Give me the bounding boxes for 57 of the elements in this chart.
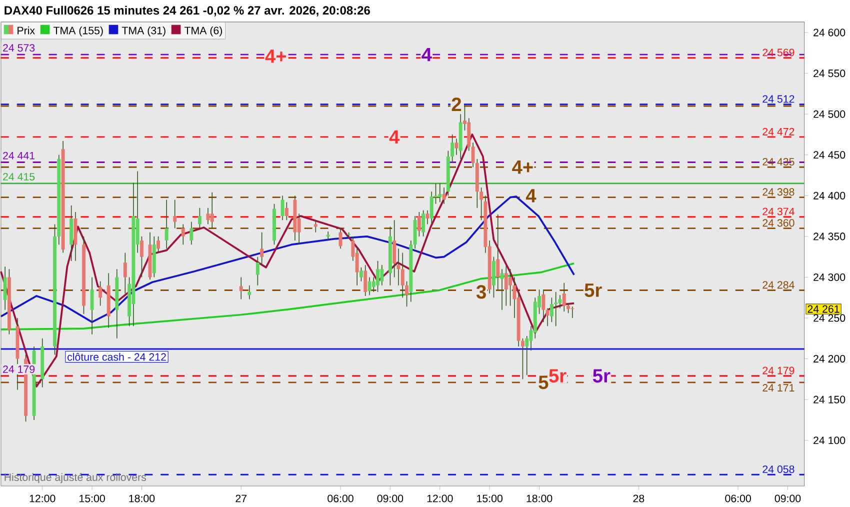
annotation: 5r bbox=[584, 284, 602, 298]
y-tick-label: 24 400 bbox=[814, 192, 846, 200]
x-tick-label: 06:00 bbox=[328, 494, 354, 502]
ref-line-label: 24 058 bbox=[762, 466, 794, 474]
y-tick-label: 24 200 bbox=[814, 355, 846, 363]
ref-line-label: 24 179 bbox=[3, 366, 35, 374]
y-tick-label: 24 350 bbox=[814, 232, 846, 240]
legend-label: TMA (31) bbox=[122, 26, 166, 37]
annotation: 4 bbox=[526, 189, 536, 202]
ref-line-label: 24 573 bbox=[3, 44, 35, 52]
y-tick-label: 24 300 bbox=[814, 274, 846, 282]
x-tick-label: 18:00 bbox=[526, 494, 552, 502]
x-tick-label: 27 bbox=[236, 494, 246, 502]
annotation: 4+ bbox=[265, 50, 286, 63]
annotation: Historique ajusté aux rollovers bbox=[4, 473, 146, 484]
x-tick-label: 06:00 bbox=[725, 494, 751, 502]
annotation: 5r bbox=[549, 369, 566, 383]
ref-line-label: 24 284 bbox=[762, 281, 794, 289]
annotation: 4+ bbox=[512, 160, 533, 174]
y-tick-label: 24 500 bbox=[814, 110, 846, 118]
ref-line-label: clôture cash - 24 212 bbox=[68, 353, 166, 361]
text: 24 261 bbox=[808, 305, 840, 313]
x-tick-label: 28 bbox=[633, 494, 644, 502]
y-tick-label: 24 550 bbox=[814, 70, 846, 78]
ref-line-label: 24 179 bbox=[762, 366, 794, 374]
annotation: 5 bbox=[538, 376, 548, 390]
annotation: 3 bbox=[476, 285, 486, 299]
ref-line-label: 24 171 bbox=[762, 384, 794, 392]
x-tick-label: 18:00 bbox=[129, 494, 155, 502]
x-tick-label: 12:00 bbox=[30, 494, 56, 502]
x-tick-label: 15:00 bbox=[80, 494, 105, 502]
annotation: 4 bbox=[422, 48, 432, 62]
ref-line-label: 24 374 bbox=[762, 208, 794, 216]
ref-line-label: 24 441 bbox=[3, 152, 35, 160]
annotation: 4 bbox=[389, 130, 400, 144]
x-tick-label: 15:00 bbox=[477, 494, 502, 502]
y-tick-label: 24 150 bbox=[814, 396, 846, 404]
x-tick-label: 09:00 bbox=[377, 494, 404, 502]
ref-line-label: 24 512 bbox=[762, 95, 794, 103]
legend-label: TMA (155) bbox=[53, 26, 103, 37]
legend-label: Prix bbox=[18, 26, 35, 34]
y-tick-label: 24 100 bbox=[814, 436, 846, 444]
ref-line-label: 24 398 bbox=[762, 188, 794, 196]
x-tick-label: 09:00 bbox=[774, 494, 801, 502]
ref-line-label: 24 569 bbox=[762, 48, 794, 56]
ref-line-label: 24 472 bbox=[762, 128, 794, 136]
annotation: 2 bbox=[452, 98, 462, 112]
y-tick-label: 24 600 bbox=[814, 28, 846, 36]
y-tick-label: 24 250 bbox=[814, 314, 846, 322]
ref-line-label: 24 415 bbox=[3, 173, 35, 181]
x-tick-label: 12:00 bbox=[427, 494, 453, 502]
annotation: 5r bbox=[592, 369, 610, 383]
legend-label: TMA (6) bbox=[184, 26, 222, 37]
chart-title: DAX40 Full0626 15 minutes 24 261 -0,02 % 27 avr. 2026, 20:08:26 bbox=[4, 6, 370, 17]
ref-line-label: 24 360 bbox=[762, 219, 794, 227]
y-tick-label: 24 450 bbox=[814, 151, 846, 159]
ref-line-label: 24 435 bbox=[762, 158, 794, 166]
